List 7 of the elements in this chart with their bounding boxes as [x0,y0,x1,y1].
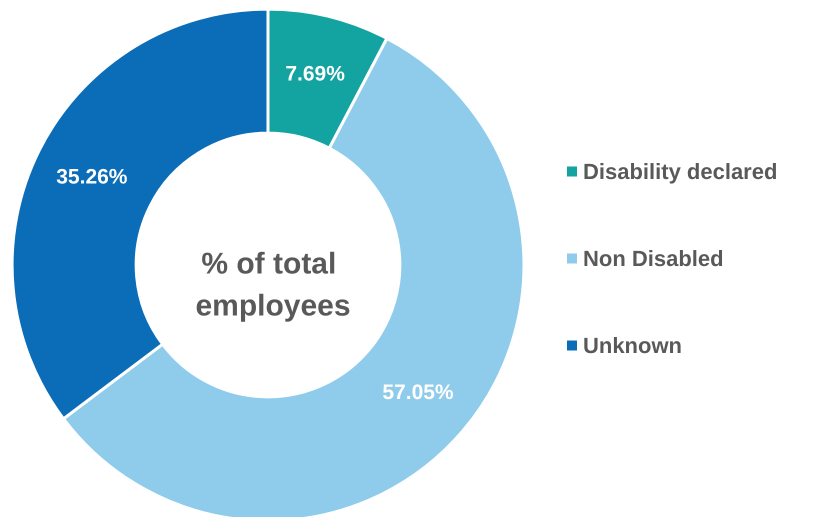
data-label: 57.05% [382,381,454,404]
text: % of total employees [195,248,351,322]
data-label: 7.69% [285,62,346,86]
data-label: 35.26% [56,166,128,189]
legend-label: Non Disabled [583,246,724,271]
legend-label: Disability declared [583,159,778,184]
legend-label: Unknown [583,333,682,358]
